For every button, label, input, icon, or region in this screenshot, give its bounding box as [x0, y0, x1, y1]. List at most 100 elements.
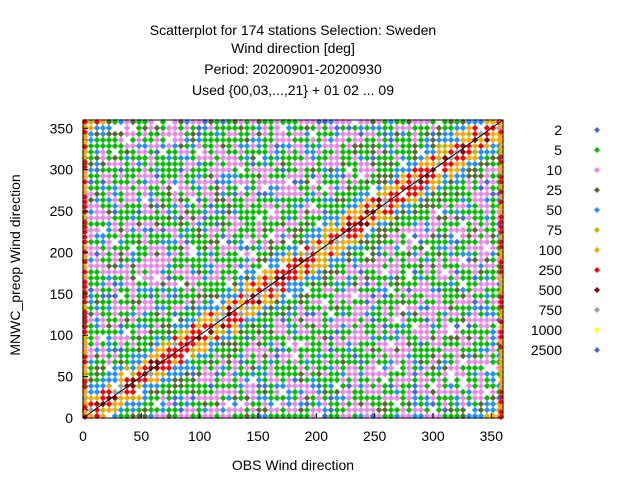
scatter-marker — [201, 130, 209, 138]
scatter-marker — [429, 226, 437, 234]
scatter-marker — [411, 208, 419, 216]
scatter-marker — [393, 232, 401, 240]
scatter-marker — [189, 262, 197, 270]
scatter-marker — [351, 232, 359, 240]
scatter-marker — [333, 316, 341, 324]
scatter-marker — [489, 214, 497, 222]
scatter-marker — [429, 328, 437, 336]
scatter-marker — [135, 304, 143, 312]
scatter-marker — [447, 310, 455, 318]
scatter-marker — [387, 328, 395, 336]
scatter-marker — [225, 316, 233, 324]
scatter-marker — [423, 376, 431, 384]
scatter-marker — [171, 310, 179, 318]
scatter-marker — [255, 340, 263, 348]
scatter-marker — [129, 118, 137, 126]
scatter-marker — [285, 370, 293, 378]
scatter-marker — [441, 232, 449, 240]
scatter-marker — [375, 130, 383, 138]
scatter-marker — [333, 166, 341, 174]
scatter-marker — [453, 292, 461, 300]
scatter-marker — [303, 364, 311, 372]
scatter-marker — [363, 322, 371, 330]
scatter-marker — [117, 178, 125, 186]
y-tick-label: 200 — [50, 244, 74, 260]
scatter-marker — [159, 244, 167, 252]
scatter-marker — [207, 160, 215, 168]
scatter-marker — [381, 382, 389, 390]
scatter-marker — [267, 262, 275, 270]
scatter-marker — [279, 232, 287, 240]
scatter-marker — [309, 334, 317, 342]
scatter-marker — [159, 154, 167, 162]
scatter-marker — [117, 268, 125, 276]
scatter-marker — [321, 262, 329, 270]
scatter-marker — [279, 196, 287, 204]
scatter-marker — [261, 256, 269, 264]
scatter-marker — [105, 346, 113, 354]
scatter-marker — [489, 208, 497, 216]
scatter-marker — [483, 130, 491, 138]
scatter-marker — [255, 256, 263, 264]
scatter-marker — [171, 208, 179, 216]
scatter-marker — [411, 256, 419, 264]
scatter-marker — [483, 232, 491, 240]
scatter-marker — [417, 304, 425, 312]
scatter-marker — [111, 358, 119, 366]
scatter-marker — [243, 226, 251, 234]
scatter-marker — [327, 280, 335, 288]
scatter-marker — [357, 250, 365, 258]
scatter-marker — [111, 346, 119, 354]
scatter-marker — [303, 268, 311, 276]
scatter-marker — [357, 268, 365, 276]
scatter-marker — [141, 190, 149, 198]
scatter-marker — [105, 286, 113, 294]
scatter-marker — [225, 226, 233, 234]
scatter-marker — [375, 346, 383, 354]
scatter-marker — [153, 124, 161, 132]
scatter-marker — [435, 376, 443, 384]
scatter-marker — [387, 232, 395, 240]
scatter-marker — [321, 166, 329, 174]
scatter-marker — [423, 172, 431, 180]
scatter-marker — [207, 166, 215, 174]
scatter-marker — [231, 244, 239, 252]
scatter-marker — [417, 130, 425, 138]
scatter-marker — [483, 310, 491, 318]
legend-label: 2 — [554, 122, 562, 138]
scatter-marker — [117, 286, 125, 294]
scatter-marker — [141, 352, 149, 360]
scatter-marker — [381, 136, 389, 144]
scatter-marker — [243, 406, 251, 414]
scatter-marker — [111, 202, 119, 210]
scatter-marker — [93, 328, 101, 336]
scatter-marker — [231, 256, 239, 264]
scatter-marker — [381, 154, 389, 162]
x-tick-label: 350 — [480, 428, 504, 444]
scatter-marker — [129, 202, 137, 210]
scatter-marker — [441, 130, 449, 138]
scatter-marker — [381, 346, 389, 354]
scatter-marker — [471, 166, 479, 174]
scatter-marker — [99, 232, 107, 240]
scatter-marker — [165, 232, 173, 240]
scatter-marker — [447, 142, 455, 150]
scatter-marker — [345, 358, 353, 366]
scatter-marker — [417, 274, 425, 282]
scatter-marker — [147, 406, 155, 414]
scatter-marker — [207, 226, 215, 234]
scatter-marker — [207, 178, 215, 186]
scatter-marker — [117, 214, 125, 222]
scatter-marker — [423, 220, 431, 228]
scatter-marker — [399, 352, 407, 360]
scatter-marker — [489, 406, 497, 414]
scatter-marker — [171, 382, 179, 390]
scatter-marker — [459, 178, 467, 186]
scatter-marker — [231, 322, 239, 330]
scatter-marker — [375, 232, 383, 240]
scatter-marker — [93, 226, 101, 234]
scatter-marker — [291, 298, 299, 306]
scatter-marker — [183, 280, 191, 288]
scatter-marker — [297, 172, 305, 180]
scatter-marker — [387, 388, 395, 396]
